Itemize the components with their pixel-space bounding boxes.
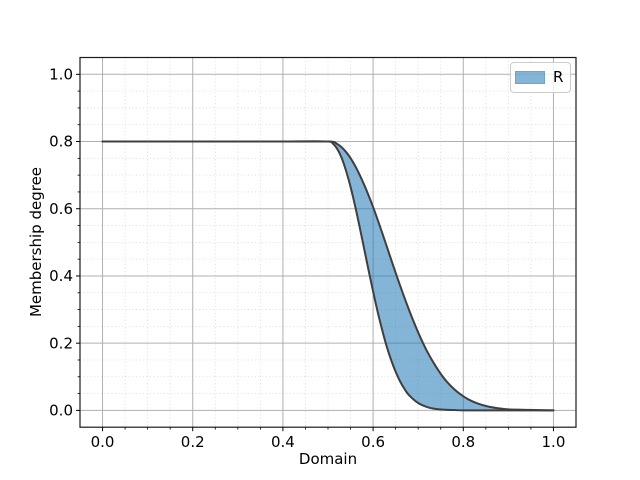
x-tick-label: 0.6 xyxy=(361,433,385,451)
upper-bound-line xyxy=(101,140,555,412)
y-tick-label: 0.4 xyxy=(49,267,73,285)
y-tick-label: 0.0 xyxy=(49,402,73,420)
y-tick-label: 1.0 xyxy=(49,66,73,84)
x-tick-label: 0.0 xyxy=(91,433,115,451)
legend-swatch xyxy=(515,71,545,84)
legend-label: R xyxy=(553,68,564,86)
x-tick-label: 0.4 xyxy=(271,433,295,451)
x-tick-label: 1.0 xyxy=(542,433,566,451)
x-tick-label: 0.2 xyxy=(181,433,205,451)
y-tick-label: 0.2 xyxy=(49,334,73,352)
x-axis-title: Domain xyxy=(298,450,358,468)
y-axis-title: Membership degree xyxy=(27,166,45,318)
legend-box: R xyxy=(510,62,571,93)
x-tick-label: 0.8 xyxy=(451,433,475,451)
y-tick-label: 0.6 xyxy=(49,200,73,218)
y-tick-label: 0.8 xyxy=(49,133,73,151)
